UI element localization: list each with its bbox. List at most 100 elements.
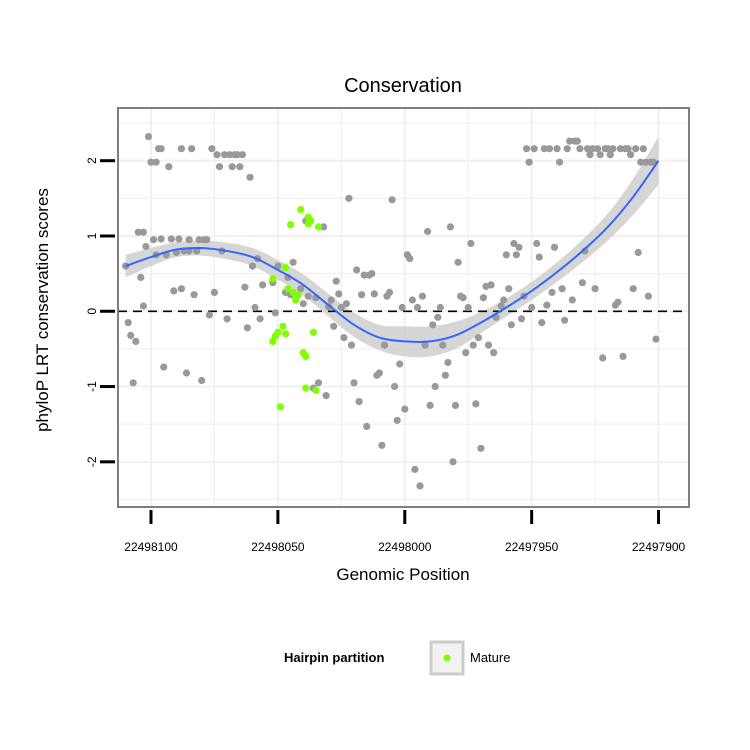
data-point-other [195, 236, 203, 244]
data-point-other [363, 422, 371, 430]
data-point-other [487, 281, 495, 289]
data-point-other [203, 236, 211, 244]
data-point-other [429, 321, 437, 329]
data-point-other [533, 239, 541, 248]
data-point-other [393, 416, 401, 424]
data-point-other [540, 145, 548, 153]
data-point-other [528, 303, 536, 312]
data-point-other [345, 194, 353, 202]
data-point-other [320, 223, 328, 231]
data-point-mature [279, 322, 287, 330]
legend: Hairpin partition Mature [284, 640, 510, 676]
data-point-mature [276, 403, 284, 411]
plot-frame [117, 107, 690, 508]
data-point-mature [281, 330, 290, 338]
data-point-other [505, 285, 513, 293]
data-point-other [332, 277, 340, 285]
data-point-other [304, 292, 312, 300]
legend-label-mature: Mature [470, 650, 510, 665]
chart-title: Conservation [344, 75, 462, 97]
legend-key-box [429, 640, 465, 676]
data-point-mature [312, 386, 320, 394]
data-point-other [515, 243, 523, 251]
data-point-other [624, 145, 632, 153]
y-tick-label: -1 [85, 381, 99, 392]
data-point-other [406, 255, 414, 263]
data-point-other [139, 228, 147, 236]
data-point-other [340, 334, 348, 342]
data-point-other [221, 151, 229, 159]
data-point-other [530, 145, 538, 153]
data-point-other [314, 379, 323, 387]
data-point-other [205, 311, 213, 319]
x-tick-label: 22498100 [124, 540, 178, 554]
data-point-other [411, 465, 419, 473]
data-point-other [134, 228, 142, 236]
data-point-other [500, 296, 508, 304]
data-point-other [512, 251, 521, 259]
data-point-other [627, 151, 635, 159]
data-point-other [644, 292, 653, 300]
data-point-other [566, 137, 574, 145]
data-point-other [421, 341, 429, 349]
data-point-other [223, 315, 231, 323]
data-point-other [342, 300, 350, 308]
data-point-other [454, 258, 462, 266]
data-point-other [416, 482, 424, 490]
data-point-other [545, 145, 554, 153]
data-point-other [396, 360, 404, 368]
y-tick-label: 2 [85, 157, 99, 164]
data-point-other [629, 285, 637, 293]
data-point-other [165, 163, 173, 171]
data-point-other [619, 352, 627, 360]
data-point-other [210, 288, 218, 296]
data-point-other [606, 151, 614, 159]
data-point-other [378, 441, 386, 449]
data-point-other [177, 145, 185, 153]
data-point-other [139, 302, 147, 310]
data-point-other [573, 137, 581, 145]
x-axis-title: Genomic Position [336, 565, 469, 584]
data-point-other [609, 145, 617, 153]
data-point-other [149, 236, 158, 244]
data-point-other [188, 145, 196, 153]
data-point-other [241, 283, 249, 291]
data-point-other [391, 382, 399, 391]
data-point-other [538, 319, 546, 327]
data-point-mature [314, 223, 323, 231]
data-point-other [297, 285, 305, 293]
data-point-other [215, 163, 224, 171]
data-point-other [474, 334, 482, 342]
data-point-other [226, 151, 234, 159]
data-point-other [385, 288, 394, 296]
data-point-other [586, 151, 594, 159]
data-point-other [431, 382, 439, 391]
data-point-other [568, 296, 576, 304]
data-point-other [337, 303, 345, 312]
data-point-other [446, 223, 454, 231]
data-point-other [558, 285, 566, 293]
data-point-other [459, 294, 467, 302]
data-point-other [441, 371, 449, 379]
data-point-other [469, 341, 477, 349]
data-point-other [236, 163, 244, 171]
data-point-other [510, 239, 518, 248]
data-point-other [152, 158, 160, 166]
data-point-other [449, 458, 457, 466]
data-point-mature [302, 384, 310, 392]
data-point-mature [294, 291, 302, 299]
data-point-other [129, 379, 137, 387]
smooth-trend-line [125, 160, 660, 343]
data-point-mature [302, 352, 310, 360]
data-point-other [208, 145, 216, 153]
data-point-other [507, 321, 515, 329]
data-point-other [271, 309, 279, 317]
data-point-other [177, 285, 185, 293]
data-point-other [439, 341, 447, 349]
data-point-other [652, 335, 660, 343]
data-point-other [614, 298, 622, 306]
data-point-other [553, 145, 561, 153]
data-point-other [259, 281, 267, 289]
data-point-mature [274, 328, 282, 336]
